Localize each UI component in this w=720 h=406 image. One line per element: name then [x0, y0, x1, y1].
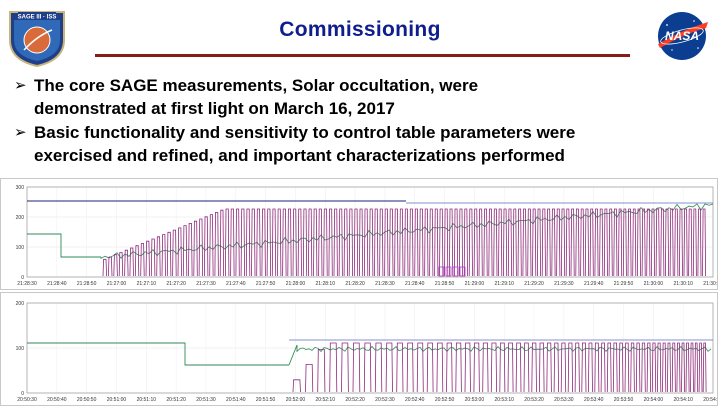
x-tick-label: 21:30:00	[644, 281, 664, 287]
x-tick-label: 20:54:10	[673, 397, 693, 403]
plot-frame	[26, 186, 714, 278]
x-tick-label: 21:28:30	[375, 281, 395, 287]
series-green-jump	[288, 344, 298, 366]
x-tick-label: 20:52:10	[316, 397, 336, 403]
x-tick-label: 21:27:50	[256, 281, 276, 287]
bullet-line: exercised and refined, and important cha…	[34, 146, 565, 165]
svg-text:SAGE III · ISS: SAGE III · ISS	[18, 15, 57, 21]
sage-mission-logo: SAGE III · ISS	[4, 6, 70, 68]
x-tick-label: 20:53:40	[584, 397, 604, 403]
plot-frame	[26, 302, 714, 394]
bullet-list: ➢ The core SAGE measurements, Solar occu…	[14, 74, 714, 168]
x-tick-label: 21:28:50	[435, 281, 455, 287]
arrow-bullet-icon: ➢	[14, 124, 27, 141]
y-tick-label: 200	[16, 215, 25, 221]
x-tick-label: 21:29:10	[494, 281, 514, 287]
telemetry-plot-top: 300 200 100 0 21:28:30 21:28:40 21:28:50 21:27:…	[0, 178, 718, 290]
series-green-flat	[296, 345, 712, 353]
x-tick-label: 20:52:40	[405, 397, 425, 403]
x-tick-label: 20:52:00	[286, 397, 306, 403]
svg-text:NASA: NASA	[665, 29, 699, 43]
nasa-logo: NASA	[652, 10, 712, 62]
x-tick-label: 20:53:20	[524, 397, 544, 403]
marker-box	[445, 266, 452, 277]
x-tick-label: 21:30:10	[673, 281, 693, 287]
bullet-item: ➢ Basic functionality and sensitivity to…	[14, 121, 714, 167]
x-tick-label: 20:54:00	[644, 397, 664, 403]
marker-box	[459, 266, 466, 277]
series-purple-pulses	[102, 208, 706, 277]
x-tick-label: 21:28:30	[17, 281, 37, 287]
x-tick-label: 20:51:10	[137, 397, 157, 403]
bullet-item: ➢ The core SAGE measurements, Solar occu…	[14, 74, 714, 120]
y-tick-label: 200	[16, 301, 25, 307]
x-tick-label: 20:51:00	[107, 397, 127, 403]
arrow-bullet-icon: ➢	[14, 77, 27, 94]
x-tick-label: 21:29:50	[614, 281, 634, 287]
bullet-line: Basic functionality and sensitivity to c…	[34, 123, 576, 142]
x-tick-label: 21:27:30	[196, 281, 216, 287]
x-tick-label: 21:27:40	[226, 281, 246, 287]
x-tick-label: 21:29:30	[554, 281, 574, 287]
x-tick-label: 21:27:10	[137, 281, 157, 287]
y-tick-label: 300	[16, 185, 25, 191]
y-tick-label: 100	[16, 245, 25, 251]
series-green-step	[27, 233, 101, 258]
x-tick-label: 21:28:00	[286, 281, 306, 287]
x-tick-label: 20:50:40	[47, 397, 67, 403]
x-tick-label: 20:50:50	[77, 397, 97, 403]
marker-box	[438, 266, 445, 277]
x-tick-label: 20:51:40	[226, 397, 246, 403]
x-tick-label: 20:53:30	[554, 397, 574, 403]
x-tick-label: 20:50:30	[17, 397, 37, 403]
x-tick-label: 21:28:40	[405, 281, 425, 287]
bullet-line: The core SAGE measurements, Solar occult…	[34, 76, 479, 95]
x-tick-label: 20:52:50	[435, 397, 455, 403]
x-tick-label: 21:29:00	[465, 281, 485, 287]
marker-box	[452, 266, 459, 277]
x-tick-label: 21:27:20	[166, 281, 186, 287]
x-tick-label: 21:29:20	[524, 281, 544, 287]
x-tick-label: 20:51:50	[256, 397, 276, 403]
slide-title: Commissioning	[279, 18, 441, 41]
series-green-step	[27, 342, 289, 366]
telemetry-plot-bottom-svg: 200 100 020:50:30 20:50:40 20:50:50 20:51:00 2…	[16, 301, 717, 403]
x-tick-label: 20:54:20	[703, 397, 717, 403]
x-tick-label: 21:29:40	[584, 281, 604, 287]
y-tick-label: 0	[21, 391, 24, 397]
x-tick-label: 20:53:10	[494, 397, 514, 403]
y-tick-label: 100	[16, 346, 25, 352]
x-tick-label: 20:53:00	[465, 397, 485, 403]
x-tick-label: 20:51:20	[166, 397, 186, 403]
telemetry-plot-bottom: 200 100 0 20:50:30 20:50:40 20:50:50 20:51:00 2…	[0, 292, 718, 406]
title-underline	[95, 54, 630, 57]
x-tick-label: 20:51:30	[196, 397, 216, 403]
x-tick-label: 21:28:10	[316, 281, 336, 287]
y-tick-label: 0	[21, 275, 24, 281]
series-purple-pulses	[292, 342, 707, 393]
x-tick-label: 20:53:50	[614, 397, 634, 403]
x-tick-label: 20:52:30	[375, 397, 395, 403]
x-tick-label: 20:52:20	[345, 397, 365, 403]
x-tick-label: 21:28:20	[345, 281, 365, 287]
x-tick-label: 21:28:50	[77, 281, 97, 287]
x-tick-label: 21:28:40	[47, 281, 67, 287]
x-tick-label: 21:27:00	[107, 281, 127, 287]
x-tick-label: 21:30:20	[703, 281, 717, 287]
bullet-line: demonstrated at first light on March 16,…	[34, 99, 395, 118]
